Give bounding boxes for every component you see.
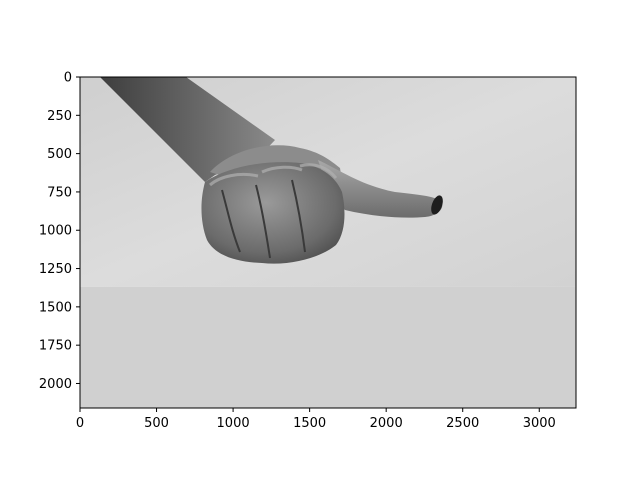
x-tick-label: 1000 <box>217 416 250 431</box>
axes-frame <box>79 76 577 409</box>
knuckle-highlight <box>261 165 303 174</box>
finger-crease <box>255 184 271 259</box>
x-tick-label: 2500 <box>446 416 479 431</box>
y-tick-label: 500 <box>47 147 72 162</box>
finger-crease <box>291 179 306 253</box>
thumbnail <box>431 195 443 215</box>
x-tick-label: 3000 <box>523 416 556 431</box>
x-tick-label: 500 <box>144 416 169 431</box>
x-tick-label: 2000 <box>370 416 403 431</box>
hand-photo <box>100 77 443 264</box>
finger-crease <box>221 189 241 253</box>
y-tick-label: 1750 <box>39 339 72 354</box>
x-axis: 0 500 1000 1500 2000 2500 3000 <box>76 408 556 431</box>
y-tick-label: 1250 <box>39 262 72 277</box>
y-tick-label: 2000 <box>39 377 72 392</box>
thumb <box>318 160 443 218</box>
y-axis: 0 250 500 750 1000 1250 1500 1750 2000 <box>39 71 80 392</box>
fist <box>201 162 345 264</box>
knuckle-highlight <box>299 163 338 179</box>
x-tick-label: 1500 <box>293 416 326 431</box>
x-tick-label: 0 <box>76 416 84 431</box>
knuckle-highlight <box>208 172 259 187</box>
y-tick-label: 750 <box>47 185 72 200</box>
y-tick-label: 1500 <box>39 300 72 315</box>
y-tick-label: 1000 <box>39 224 72 239</box>
fill-region <box>80 286 576 408</box>
image-area <box>80 77 576 408</box>
forearm <box>100 77 275 182</box>
y-tick-label: 0 <box>64 71 72 86</box>
y-tick-label: 250 <box>47 109 72 124</box>
